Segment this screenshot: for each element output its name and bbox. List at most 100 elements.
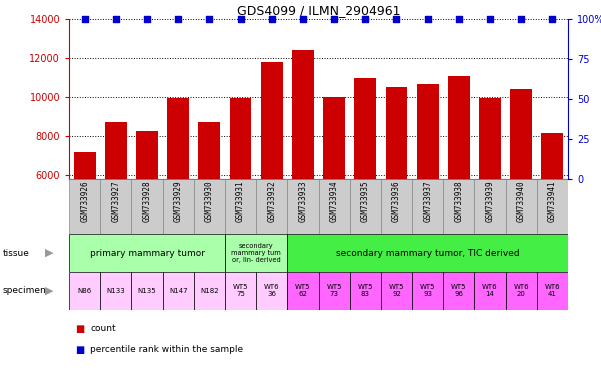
Bar	[225, 234, 287, 272]
Text: GSM733928: GSM733928	[142, 180, 151, 222]
Text: GSM733931: GSM733931	[236, 180, 245, 222]
Text: WT5
75: WT5 75	[233, 285, 248, 297]
Text: WT5
73: WT5 73	[326, 285, 342, 297]
Point	[236, 16, 245, 22]
Text: WT5
93: WT5 93	[420, 285, 435, 297]
Bar	[225, 179, 256, 234]
Text: N147: N147	[169, 288, 188, 294]
Text: primary mammary tumor: primary mammary tumor	[90, 248, 204, 258]
Bar	[132, 179, 163, 234]
Text: GSM733926: GSM733926	[80, 180, 89, 222]
Text: GSM733937: GSM733937	[423, 180, 432, 222]
Bar	[323, 97, 345, 291]
Bar	[510, 89, 532, 291]
Point	[392, 16, 401, 22]
Text: secondary
mammary tum
or, lin- derived: secondary mammary tum or, lin- derived	[231, 243, 281, 263]
Bar	[194, 272, 225, 310]
Text: WT5
96: WT5 96	[451, 285, 466, 297]
Title: GDS4099 / ILMN_2904961: GDS4099 / ILMN_2904961	[237, 3, 400, 17]
Bar	[542, 133, 563, 291]
Bar	[69, 179, 100, 234]
Text: ▶: ▶	[45, 286, 53, 296]
Bar	[443, 179, 474, 234]
Bar	[381, 272, 412, 310]
Text: WT6
41: WT6 41	[545, 285, 560, 297]
Bar	[416, 84, 439, 291]
Text: count: count	[90, 324, 116, 333]
Text: WT5
62: WT5 62	[295, 285, 311, 297]
Bar	[381, 179, 412, 234]
Bar	[69, 234, 225, 272]
Text: WT5
83: WT5 83	[358, 285, 373, 297]
Bar	[537, 272, 568, 310]
Bar	[74, 152, 96, 291]
Text: N135: N135	[138, 288, 156, 294]
Text: GSM733939: GSM733939	[486, 180, 495, 222]
Point	[267, 16, 276, 22]
Bar	[474, 179, 505, 234]
Point	[548, 16, 557, 22]
Bar	[505, 272, 537, 310]
Text: ■: ■	[75, 324, 84, 334]
Text: specimen: specimen	[3, 286, 47, 295]
Bar	[256, 179, 287, 234]
Text: GSM733935: GSM733935	[361, 180, 370, 222]
Text: GSM733934: GSM733934	[329, 180, 338, 222]
Bar	[230, 98, 251, 291]
Point	[80, 16, 90, 22]
Text: GSM733930: GSM733930	[205, 180, 214, 222]
Point	[485, 16, 495, 22]
Point	[142, 16, 152, 22]
Bar	[167, 98, 189, 291]
Text: percentile rank within the sample: percentile rank within the sample	[90, 345, 243, 354]
Point	[298, 16, 308, 22]
Bar	[132, 272, 163, 310]
Bar	[386, 87, 407, 291]
Bar	[100, 179, 132, 234]
Text: WT5
92: WT5 92	[389, 285, 404, 297]
Bar	[505, 179, 537, 234]
Bar	[350, 179, 381, 234]
Text: GSM733929: GSM733929	[174, 180, 183, 222]
Bar	[163, 272, 194, 310]
Bar	[69, 272, 100, 310]
Bar	[225, 272, 256, 310]
Text: secondary mammary tumor, TIC derived: secondary mammary tumor, TIC derived	[336, 248, 519, 258]
Text: ▶: ▶	[45, 248, 53, 258]
Bar	[100, 272, 132, 310]
Text: WT6
36: WT6 36	[264, 285, 279, 297]
Bar	[412, 179, 443, 234]
Bar	[350, 272, 381, 310]
Bar	[261, 62, 282, 291]
Point	[329, 16, 339, 22]
Text: WT6
14: WT6 14	[482, 285, 498, 297]
Text: N133: N133	[106, 288, 125, 294]
Text: GSM733927: GSM733927	[111, 180, 120, 222]
Text: N182: N182	[200, 288, 219, 294]
Point	[423, 16, 433, 22]
Bar	[287, 234, 568, 272]
Bar	[355, 78, 376, 291]
Bar	[105, 122, 127, 291]
Point	[204, 16, 214, 22]
Bar	[537, 179, 568, 234]
Bar	[287, 179, 319, 234]
Text: ■: ■	[75, 345, 84, 355]
Text: GSM733938: GSM733938	[454, 180, 463, 222]
Bar	[163, 179, 194, 234]
Bar	[479, 98, 501, 291]
Point	[454, 16, 463, 22]
Text: GSM733932: GSM733932	[267, 180, 276, 222]
Bar	[319, 179, 350, 234]
Point	[174, 16, 183, 22]
Bar	[194, 179, 225, 234]
Bar	[198, 122, 221, 291]
Text: tissue: tissue	[3, 248, 30, 258]
Text: WT6
20: WT6 20	[513, 285, 529, 297]
Bar	[319, 272, 350, 310]
Text: GSM733941: GSM733941	[548, 180, 557, 222]
Bar	[292, 50, 314, 291]
Point	[361, 16, 370, 22]
Text: GSM733933: GSM733933	[299, 180, 308, 222]
Bar	[448, 76, 470, 291]
